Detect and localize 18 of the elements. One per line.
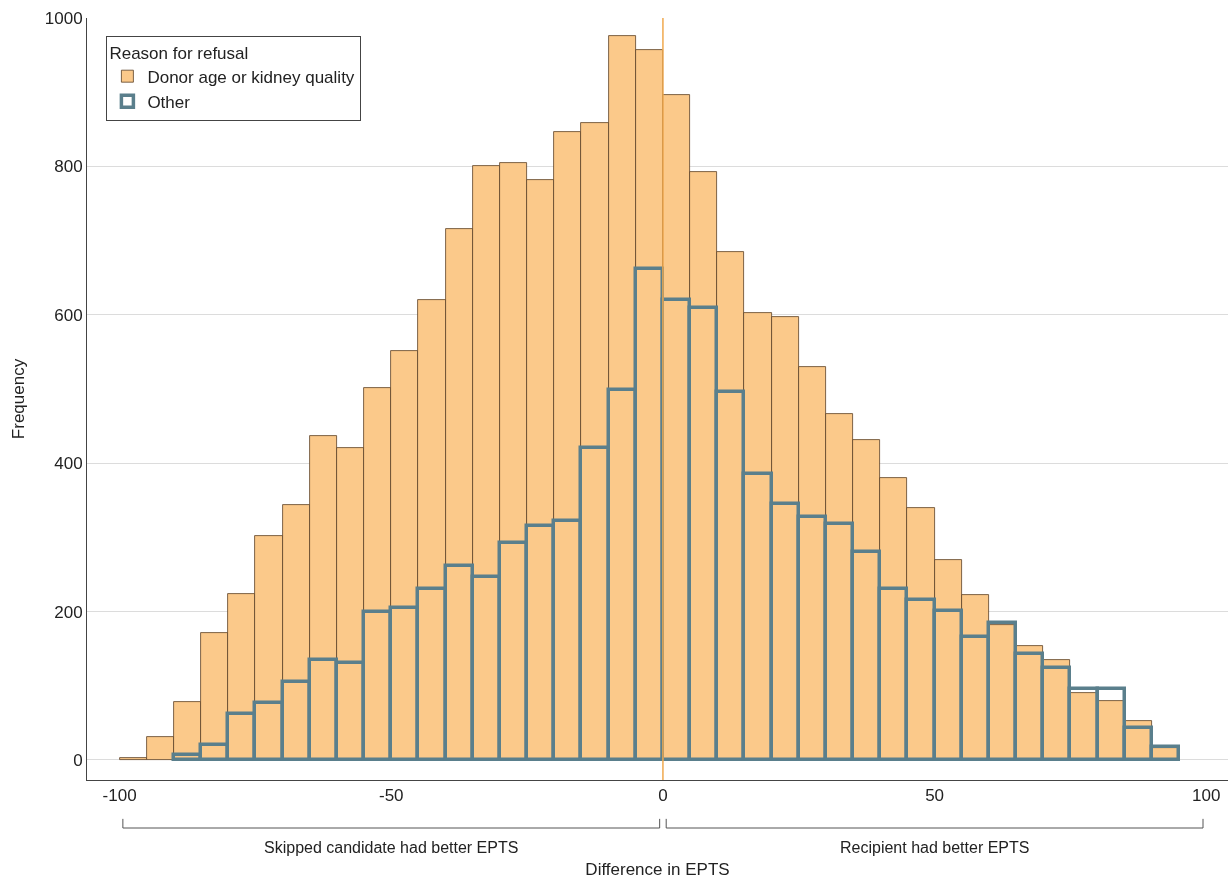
x-tick-label: -100 <box>102 786 137 806</box>
y-tick-label: 0 <box>73 750 83 770</box>
y-tick-label: 800 <box>54 157 83 177</box>
x-tick-label: 100 <box>1192 786 1221 806</box>
text: Recipient had better EPTS <box>840 839 1030 856</box>
y-tick-label: 200 <box>54 602 83 622</box>
y-tick-label: 1000 <box>44 8 83 28</box>
y-axis-title: Frequency <box>9 358 29 440</box>
y-tick-label: 600 <box>54 305 83 325</box>
legend-label: Other <box>147 92 191 112</box>
text: Skipped candidate had better EPTS <box>264 839 519 856</box>
legend-title: Reason for refusal <box>109 43 249 63</box>
legend-label: Donor age or kidney quality <box>147 67 355 87</box>
y-tick-label: 400 <box>54 454 83 474</box>
x-tick-label: -50 <box>378 786 404 806</box>
x-tick-label: 50 <box>925 786 945 806</box>
x-tick-label: 0 <box>658 786 668 806</box>
x-axis-title: Difference in EPTS <box>585 859 730 879</box>
